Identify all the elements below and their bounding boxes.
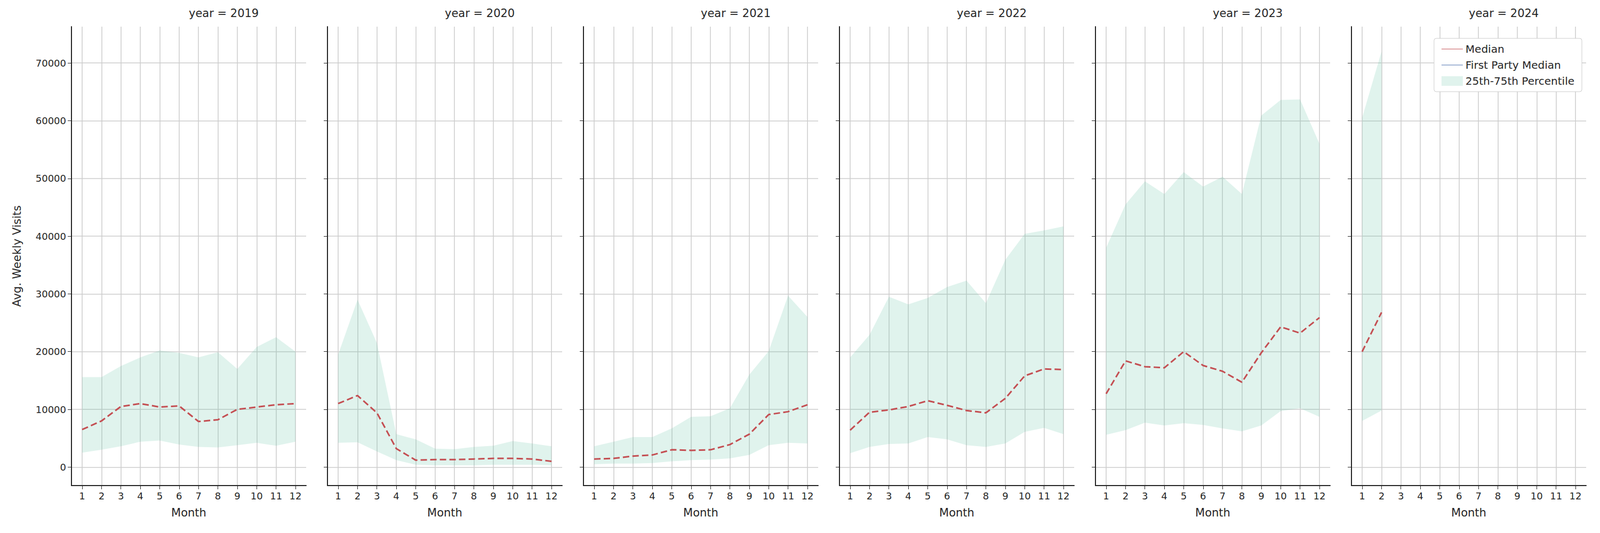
svg-text:4: 4 xyxy=(905,490,911,502)
svg-text:Avg. Weekly Visits: Avg. Weekly Visits xyxy=(10,205,24,307)
svg-text:1: 1 xyxy=(334,490,341,502)
svg-text:4: 4 xyxy=(393,490,399,502)
svg-text:11: 11 xyxy=(525,490,539,502)
svg-text:3: 3 xyxy=(629,490,636,502)
svg-text:9: 9 xyxy=(1002,490,1008,502)
svg-text:1: 1 xyxy=(846,490,853,502)
svg-text:8: 8 xyxy=(1238,490,1245,502)
svg-text:12: 12 xyxy=(289,490,302,502)
svg-text:1: 1 xyxy=(590,490,597,502)
svg-text:3: 3 xyxy=(1141,490,1148,502)
svg-text:4: 4 xyxy=(1161,490,1167,502)
svg-text:11: 11 xyxy=(1549,490,1563,502)
svg-text:10: 10 xyxy=(1018,490,1031,502)
svg-text:5: 5 xyxy=(668,490,675,502)
svg-text:7: 7 xyxy=(451,490,458,502)
svg-text:3: 3 xyxy=(373,490,380,502)
svg-text:Month: Month xyxy=(427,506,463,520)
svg-text:40000: 40000 xyxy=(35,230,67,243)
svg-text:9: 9 xyxy=(490,490,496,502)
svg-text:4: 4 xyxy=(649,490,655,502)
svg-text:2: 2 xyxy=(866,490,873,502)
svg-text:year = 2020: year = 2020 xyxy=(444,6,515,20)
svg-text:7: 7 xyxy=(707,490,714,502)
svg-text:5: 5 xyxy=(924,490,931,502)
svg-text:8: 8 xyxy=(214,490,221,502)
svg-text:9: 9 xyxy=(1514,490,1520,502)
svg-text:6: 6 xyxy=(176,490,182,502)
svg-text:25th-75th Percentile: 25th-75th Percentile xyxy=(1465,74,1575,88)
svg-text:8: 8 xyxy=(982,490,989,502)
svg-text:12: 12 xyxy=(1057,490,1070,502)
svg-text:11: 11 xyxy=(781,490,795,502)
svg-text:3: 3 xyxy=(1397,490,1404,502)
svg-text:9: 9 xyxy=(746,490,752,502)
svg-text:8: 8 xyxy=(1494,490,1501,502)
svg-text:8: 8 xyxy=(470,490,477,502)
svg-text:First Party Median: First Party Median xyxy=(1465,58,1562,72)
svg-text:6: 6 xyxy=(432,490,438,502)
svg-text:70000: 70000 xyxy=(35,57,67,69)
svg-text:2: 2 xyxy=(98,490,105,502)
svg-text:2: 2 xyxy=(1122,490,1129,502)
svg-text:Month: Month xyxy=(1195,506,1231,520)
svg-text:6: 6 xyxy=(1200,490,1206,502)
svg-text:4: 4 xyxy=(1417,490,1423,502)
svg-text:12: 12 xyxy=(1313,490,1326,502)
svg-text:6: 6 xyxy=(1456,490,1462,502)
svg-text:10: 10 xyxy=(1530,490,1543,502)
svg-text:7: 7 xyxy=(963,490,970,502)
svg-text:year = 2019: year = 2019 xyxy=(188,6,259,20)
svg-text:10: 10 xyxy=(1274,490,1287,502)
svg-text:5: 5 xyxy=(412,490,419,502)
svg-text:Month: Month xyxy=(683,506,719,520)
svg-text:5: 5 xyxy=(156,490,163,502)
svg-text:2: 2 xyxy=(1378,490,1385,502)
svg-text:5: 5 xyxy=(1436,490,1443,502)
svg-text:1: 1 xyxy=(1102,490,1109,502)
svg-text:12: 12 xyxy=(1569,490,1582,502)
svg-text:20000: 20000 xyxy=(35,346,67,358)
svg-text:2: 2 xyxy=(610,490,617,502)
svg-text:4: 4 xyxy=(137,490,143,502)
svg-text:7: 7 xyxy=(195,490,202,502)
svg-text:11: 11 xyxy=(1293,490,1307,502)
svg-text:10: 10 xyxy=(506,490,519,502)
svg-text:30000: 30000 xyxy=(35,288,67,300)
svg-text:1: 1 xyxy=(1358,490,1365,502)
svg-text:7: 7 xyxy=(1475,490,1482,502)
svg-text:Month: Month xyxy=(171,506,207,520)
svg-text:9: 9 xyxy=(1258,490,1264,502)
svg-text:10000: 10000 xyxy=(35,404,67,416)
svg-text:year = 2022: year = 2022 xyxy=(956,6,1027,20)
svg-text:6: 6 xyxy=(944,490,950,502)
svg-text:Month: Month xyxy=(1451,506,1487,520)
svg-text:60000: 60000 xyxy=(35,115,67,127)
svg-text:11: 11 xyxy=(1037,490,1051,502)
svg-text:year = 2024: year = 2024 xyxy=(1468,6,1539,20)
svg-text:year = 2021: year = 2021 xyxy=(700,6,771,20)
svg-text:7: 7 xyxy=(1219,490,1226,502)
svg-text:12: 12 xyxy=(801,490,814,502)
svg-text:0: 0 xyxy=(60,461,67,474)
svg-text:Month: Month xyxy=(939,506,975,520)
svg-text:10: 10 xyxy=(762,490,775,502)
svg-text:50000: 50000 xyxy=(35,172,67,184)
svg-text:8: 8 xyxy=(726,490,733,502)
svg-text:year = 2023: year = 2023 xyxy=(1212,6,1283,20)
svg-text:11: 11 xyxy=(269,490,283,502)
svg-text:3: 3 xyxy=(117,490,124,502)
svg-text:5: 5 xyxy=(1180,490,1187,502)
svg-text:2: 2 xyxy=(354,490,361,502)
svg-text:6: 6 xyxy=(688,490,694,502)
svg-text:1: 1 xyxy=(78,490,85,502)
svg-text:10: 10 xyxy=(250,490,263,502)
svg-text:3: 3 xyxy=(885,490,892,502)
svg-text:9: 9 xyxy=(234,490,240,502)
svg-text:Median: Median xyxy=(1465,42,1505,56)
svg-text:12: 12 xyxy=(545,490,558,502)
